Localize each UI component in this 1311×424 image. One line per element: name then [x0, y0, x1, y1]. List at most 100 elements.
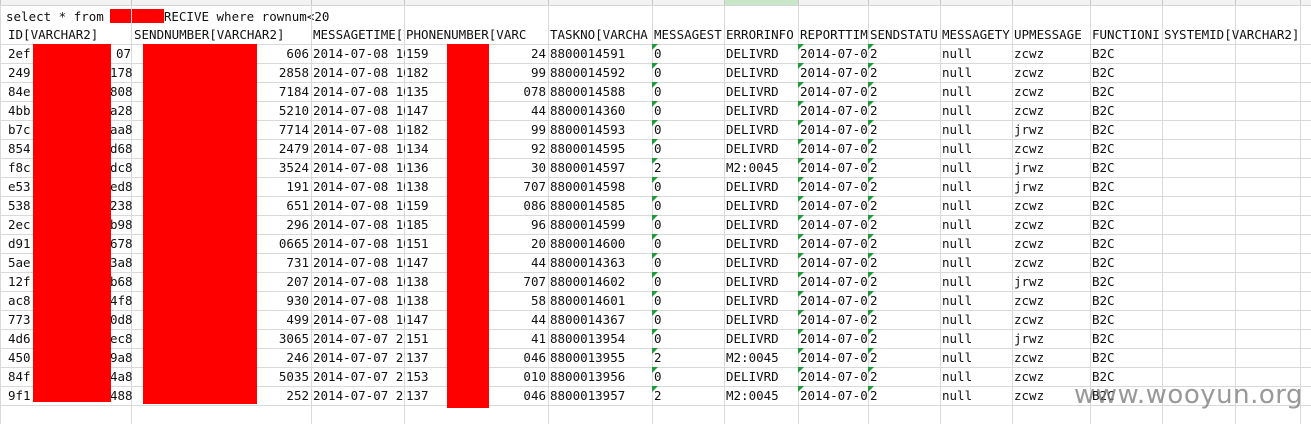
table-cell[interactable]: zcwz	[1014, 388, 1045, 403]
table-cell[interactable]: 2	[654, 388, 662, 403]
header-cell-messagest[interactable]: MESSAGEST	[654, 27, 722, 42]
table-cell[interactable]: 8800013954	[550, 331, 626, 346]
table-cell[interactable]: B2C	[1092, 160, 1115, 175]
table-cell[interactable]: 488	[110, 388, 133, 403]
table-cell[interactable]: 8800013956	[550, 369, 626, 384]
table-cell[interactable]: 0	[654, 122, 662, 137]
table-cell[interactable]: 8800014598	[550, 179, 626, 194]
table-cell[interactable]: null	[942, 141, 973, 156]
column-letter-cell[interactable]	[131, 0, 312, 5]
column-letter-cell[interactable]	[798, 0, 869, 5]
table-cell[interactable]: 44	[530, 312, 546, 327]
header-cell-sendstatu[interactable]: SENDSTATU	[870, 27, 938, 42]
table-cell[interactable]: 182	[406, 65, 429, 80]
table-cell[interactable]: 99	[530, 65, 546, 80]
column-letter-cell[interactable]	[311, 0, 405, 5]
table-cell[interactable]: 8800014588	[550, 84, 626, 99]
table-cell[interactable]: null	[942, 331, 973, 346]
table-cell[interactable]: jrwz	[1014, 274, 1045, 289]
table-cell[interactable]: 3524	[278, 160, 309, 175]
table-cell[interactable]: 2	[870, 388, 878, 403]
table-cell[interactable]: 2014-07-01	[800, 179, 868, 194]
table-cell[interactable]: 2	[870, 160, 878, 175]
table-cell[interactable]: 4d6	[8, 331, 31, 346]
table-cell[interactable]: M2:0045	[726, 160, 779, 175]
table-cell[interactable]: null	[942, 312, 973, 327]
table-cell[interactable]: 2014-07-08 10	[313, 255, 405, 270]
table-cell[interactable]: 252	[286, 388, 309, 403]
table-cell[interactable]: 2014-07-01	[800, 312, 868, 327]
table-cell[interactable]: B2C	[1092, 312, 1115, 327]
table-cell[interactable]: 2	[870, 331, 878, 346]
table-cell[interactable]: 8800014592	[550, 65, 626, 80]
table-cell[interactable]: 2014-07-01	[800, 217, 868, 232]
table-cell[interactable]: 2014-07-01	[800, 198, 868, 213]
table-cell[interactable]: e53	[8, 179, 31, 194]
table-cell[interactable]: 2014-07-08 10	[313, 160, 405, 175]
table-cell[interactable]: 0	[654, 236, 662, 251]
table-cell[interactable]: 147	[406, 103, 429, 118]
table-cell[interactable]: ed8	[110, 179, 133, 194]
table-cell[interactable]: 8800013957	[550, 388, 626, 403]
table-cell[interactable]: zcwz	[1014, 103, 1045, 118]
table-cell[interactable]: 2014-07-08 10	[313, 293, 405, 308]
table-cell[interactable]: B2C	[1092, 255, 1115, 270]
table-cell[interactable]: 0	[654, 46, 662, 61]
table-cell[interactable]: 046	[523, 350, 546, 365]
table-cell[interactable]: 8800014595	[550, 141, 626, 156]
sql-query-cell[interactable]: select * from RECIVE where rownum<20	[6, 7, 329, 26]
table-cell[interactable]: zcwz	[1014, 236, 1045, 251]
table-cell[interactable]: 84f	[8, 369, 31, 384]
table-cell[interactable]: 086	[523, 198, 546, 213]
column-letter-cell[interactable]	[1235, 0, 1301, 5]
table-cell[interactable]: 99	[530, 122, 546, 137]
table-cell[interactable]: DELIVRD	[726, 122, 779, 137]
table-cell[interactable]: 2	[654, 350, 662, 365]
table-cell[interactable]: 7184	[278, 84, 309, 99]
table-cell[interactable]: f8c	[8, 160, 31, 175]
table-cell[interactable]: 2	[870, 274, 878, 289]
table-cell[interactable]: jrwz	[1014, 122, 1045, 137]
table-cell[interactable]: 238	[110, 198, 133, 213]
table-cell[interactable]: 24	[530, 46, 546, 61]
table-cell[interactable]: 8800014585	[550, 198, 626, 213]
table-cell[interactable]: 30	[530, 160, 546, 175]
table-cell[interactable]: B2C	[1092, 369, 1115, 384]
table-cell[interactable]: 0	[654, 369, 662, 384]
table-cell[interactable]: DELIVRD	[726, 103, 779, 118]
table-cell[interactable]: 178	[110, 65, 133, 80]
table-cell[interactable]: 0	[654, 331, 662, 346]
table-cell[interactable]: 07	[115, 46, 131, 61]
table-cell[interactable]: 2014-07-08 10	[313, 179, 405, 194]
header-cell-errorinfo[interactable]: ERRORINFO	[726, 27, 794, 42]
table-cell[interactable]: B2C	[1092, 65, 1115, 80]
table-cell[interactable]: 2014-07-01	[800, 65, 868, 80]
table-cell[interactable]: 20	[530, 236, 546, 251]
table-cell[interactable]: 5210	[278, 103, 309, 118]
table-cell[interactable]: 8800014600	[550, 236, 626, 251]
table-cell[interactable]: 2014-07-07 21	[313, 331, 405, 346]
table-cell[interactable]: DELIVRD	[726, 46, 779, 61]
table-cell[interactable]: null	[942, 236, 973, 251]
table-cell[interactable]: 2014-07-01	[800, 84, 868, 99]
table-cell[interactable]: 2014-07-01	[800, 331, 868, 346]
table-cell[interactable]: 707	[523, 179, 546, 194]
table-cell[interactable]: 8800014601	[550, 293, 626, 308]
table-cell[interactable]: zcwz	[1014, 255, 1045, 270]
table-cell[interactable]: 8800013955	[550, 350, 626, 365]
table-cell[interactable]: 8800014602	[550, 274, 626, 289]
table-cell[interactable]: 2	[870, 369, 878, 384]
table-cell[interactable]: DELIVRD	[726, 65, 779, 80]
table-cell[interactable]: 159	[406, 198, 429, 213]
table-cell[interactable]: 450	[8, 350, 31, 365]
table-cell[interactable]: 2014-07-08 10	[313, 103, 405, 118]
table-cell[interactable]: 2014-07-08 10	[313, 122, 405, 137]
table-cell[interactable]: 159	[406, 46, 429, 61]
table-cell[interactable]: 134	[406, 141, 429, 156]
table-cell[interactable]: B2C	[1092, 198, 1115, 213]
table-cell[interactable]: zcwz	[1014, 293, 1045, 308]
table-cell[interactable]: 2014-07-01	[800, 274, 868, 289]
table-cell[interactable]: null	[942, 369, 973, 384]
table-cell[interactable]: null	[942, 274, 973, 289]
